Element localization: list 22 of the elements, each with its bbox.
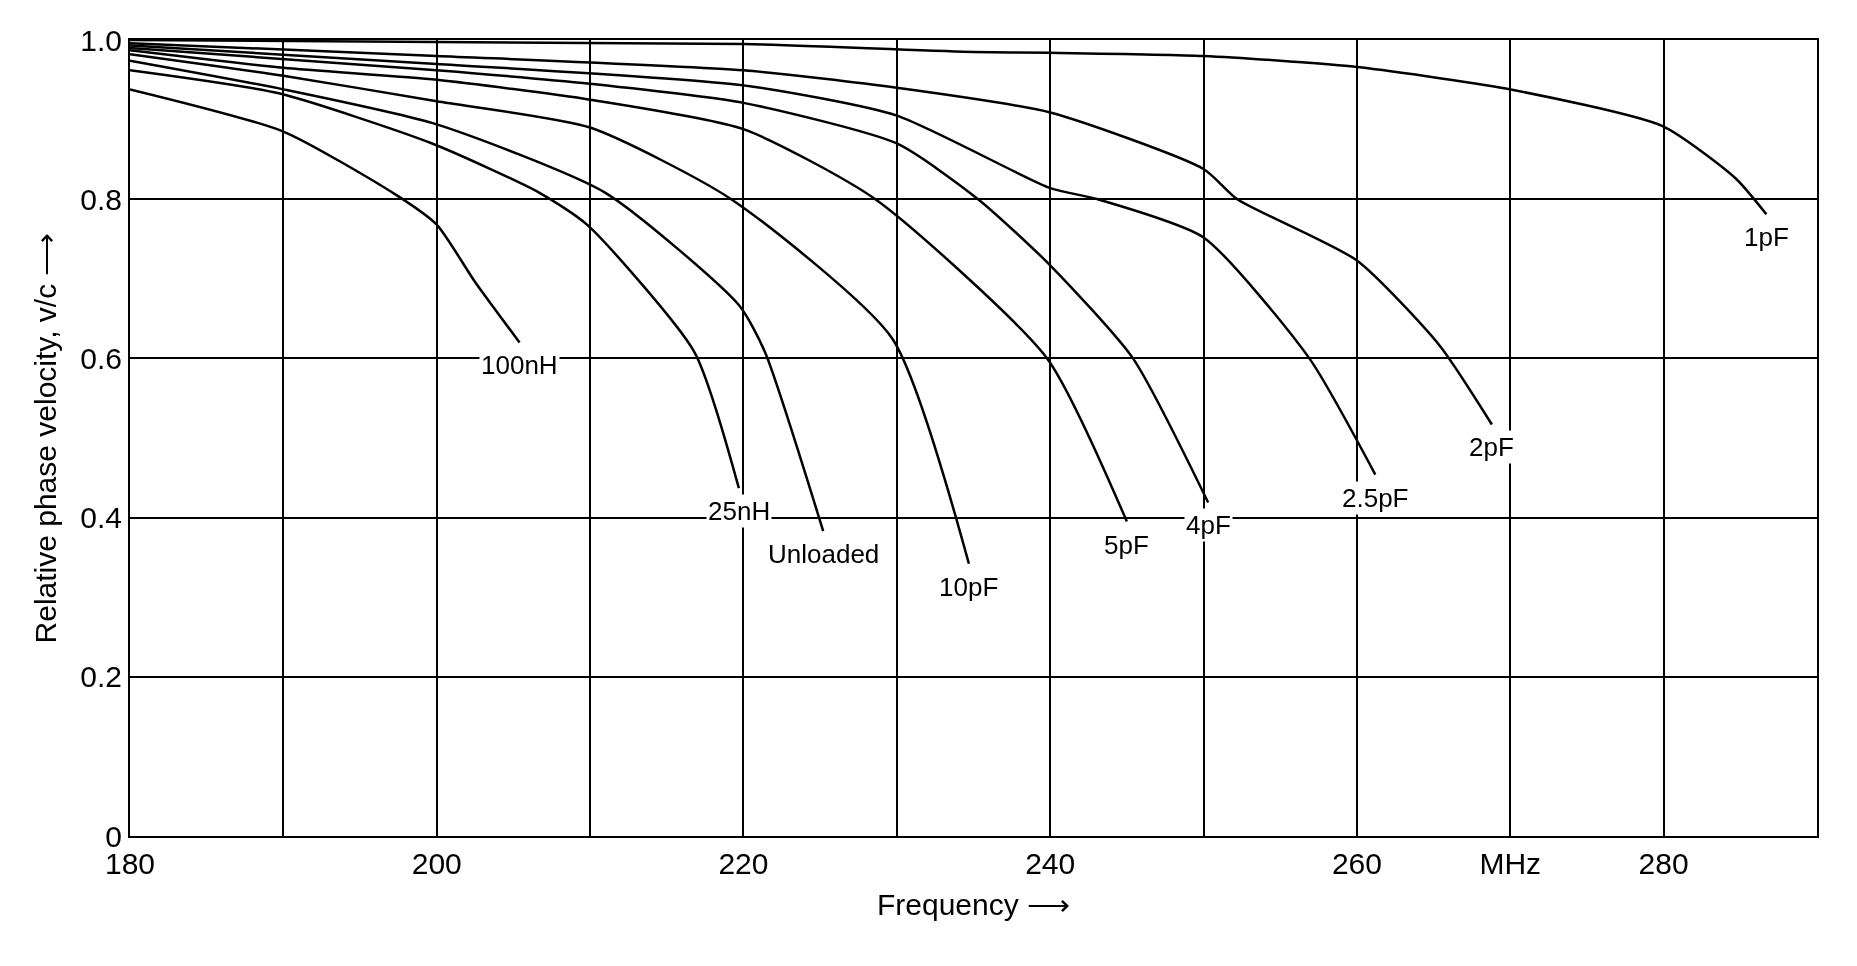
y-tick-label: 0.2 — [80, 660, 122, 694]
y-tick-label: 0.6 — [80, 341, 122, 375]
series-label: 1pF — [1744, 222, 1789, 252]
series-label: 5pF — [1104, 530, 1149, 560]
x-tick-label: 280 — [1638, 847, 1689, 880]
x-tick-label: 220 — [718, 847, 769, 880]
x-tick-label: 260 — [1331, 847, 1382, 880]
series-label: 2pF — [1469, 432, 1514, 462]
series-label: 4pF — [1186, 510, 1231, 540]
series-label: Unloaded — [768, 539, 880, 569]
series-label: 25nH — [708, 496, 771, 526]
series-label: 10pF — [939, 572, 999, 602]
y-axis-title: Relative phase velocity, v/c ⟶ — [28, 232, 62, 644]
x-tick-label: MHz — [1479, 847, 1542, 880]
series-label: 100nH — [481, 350, 558, 380]
series-label: 2.5pF — [1342, 483, 1409, 513]
y-tick-label: 0.8 — [80, 182, 122, 216]
y-tick-label: 1.0 — [80, 23, 122, 57]
y-tick-label: 0.4 — [80, 501, 122, 535]
x-tick-label: 240 — [1025, 847, 1076, 880]
x-axis-title: Frequency ⟶ — [876, 888, 1071, 921]
x-tick-label: 200 — [411, 847, 462, 880]
